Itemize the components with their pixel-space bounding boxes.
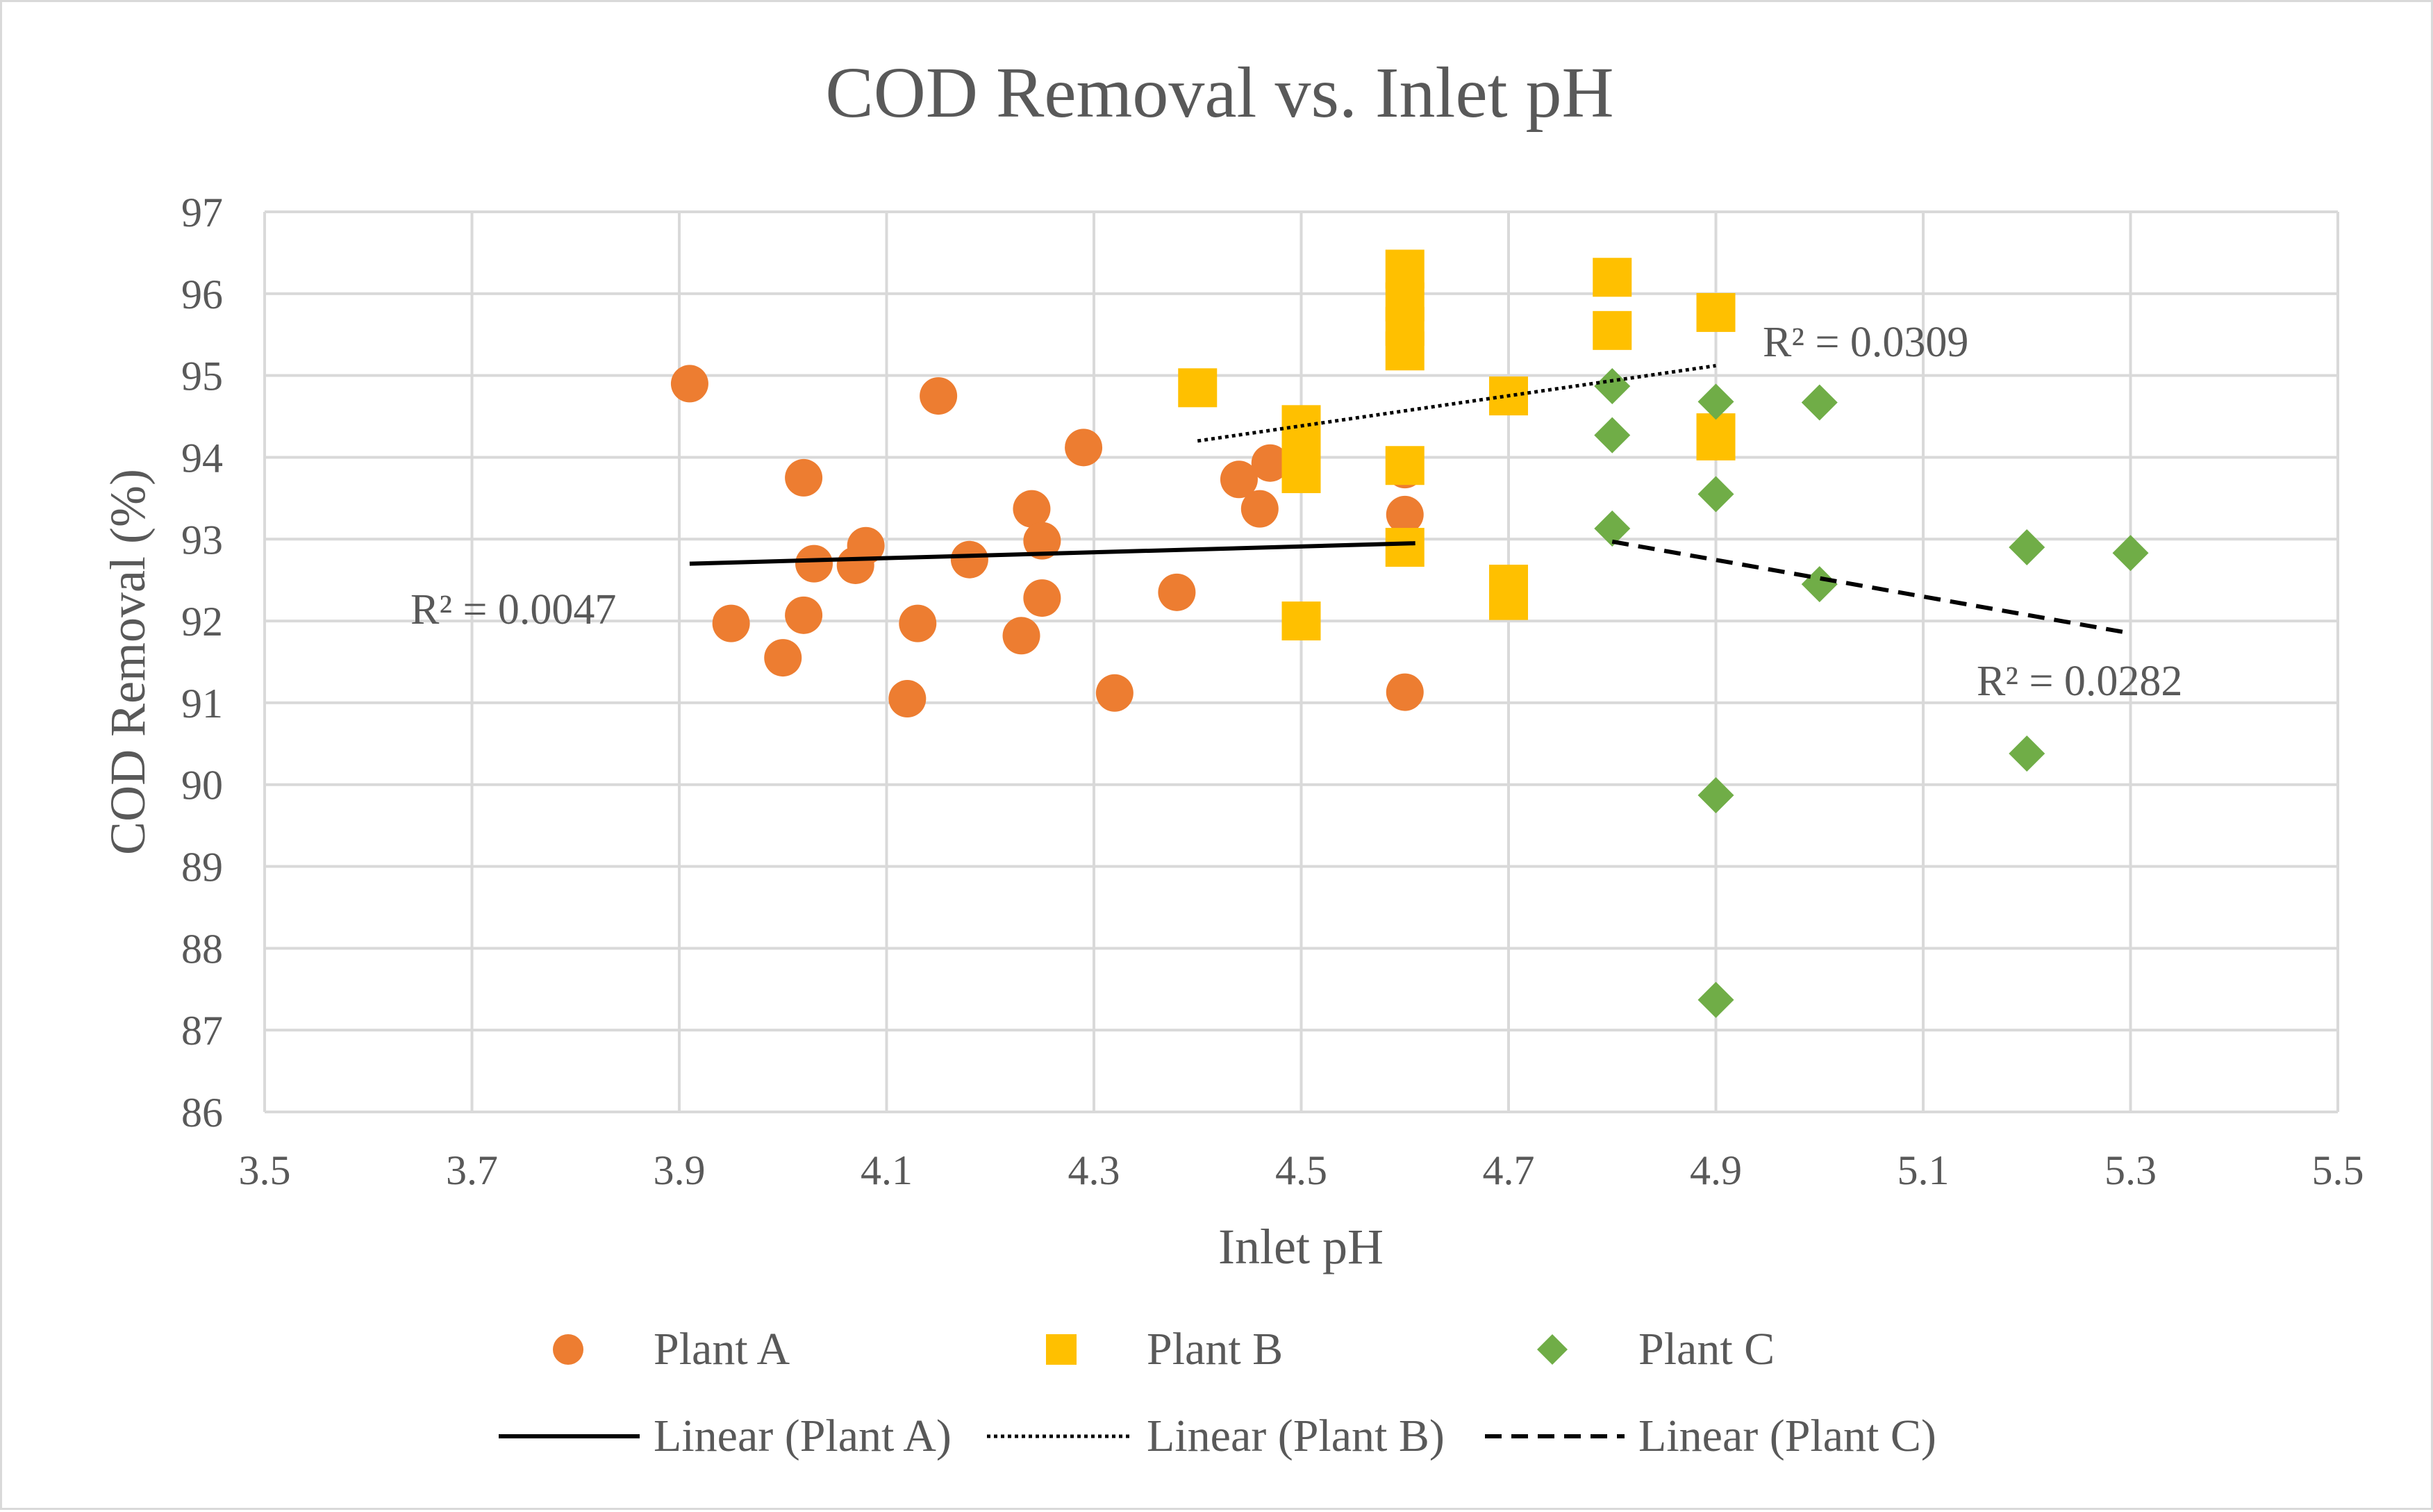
data-point (1023, 579, 1061, 617)
data-point (899, 604, 937, 642)
y-tick-label: 89 (181, 845, 223, 890)
r-squared-label: R² = 0.0047 (410, 586, 616, 633)
x-tick-label: 3.7 (446, 1147, 498, 1193)
data-point (764, 639, 802, 677)
r-squared-label: R² = 0.0309 (1763, 319, 1968, 366)
series-plant-b (1178, 249, 1736, 641)
legend-label: Linear (Plant C) (1638, 1411, 1936, 1461)
y-tick-label: 95 (181, 354, 223, 399)
data-point (1385, 331, 1425, 371)
y-tick-label: 97 (181, 190, 223, 235)
data-point (1220, 460, 1258, 499)
data-point (1240, 490, 1279, 528)
y-tick-label: 93 (181, 517, 223, 563)
x-tick-label: 5.1 (1898, 1147, 1950, 1193)
data-point (950, 540, 988, 579)
data-point (1697, 981, 1734, 1018)
data-point (785, 458, 823, 497)
legend-marker (553, 1334, 583, 1365)
data-point (1386, 673, 1424, 711)
data-point (1697, 777, 1734, 814)
r-squared-label: R² = 0.0282 (1977, 658, 2182, 705)
x-tick-label: 5.3 (2104, 1147, 2157, 1193)
legend-label: Plant B (1147, 1324, 1283, 1374)
data-point (1281, 601, 1321, 641)
data-point (1696, 292, 1736, 332)
data-point (847, 526, 885, 565)
legend-label: Linear (Plant A) (654, 1411, 952, 1461)
chart-title: COD Removal vs. Inlet pH (825, 53, 1613, 133)
legend-label: Linear (Plant B) (1147, 1411, 1445, 1461)
data-point (2009, 735, 2045, 772)
y-tick-label: 87 (181, 1008, 223, 1054)
data-point (1158, 573, 1196, 611)
x-tick-label: 3.9 (654, 1147, 706, 1193)
trendline (1611, 539, 2132, 635)
data-point (1593, 258, 1632, 297)
data-point (1095, 674, 1134, 712)
x-tick-label: 4.5 (1275, 1147, 1327, 1193)
trendline (689, 541, 1415, 566)
y-tick-label: 91 (181, 681, 223, 726)
data-point (2009, 529, 2045, 566)
data-point (1594, 367, 1631, 404)
y-tick-label: 94 (181, 435, 223, 481)
data-point (785, 596, 823, 634)
y-tick-label: 88 (181, 926, 223, 972)
data-point (1023, 522, 1061, 560)
legend-item: Linear (Plant B) (987, 1411, 1445, 1461)
data-point (1251, 444, 1289, 482)
y-tick-label: 90 (181, 763, 223, 808)
data-point (670, 365, 708, 403)
data-point (1386, 495, 1424, 533)
y-tick-label: 96 (181, 272, 223, 317)
x-tick-label: 5.5 (2312, 1147, 2364, 1193)
x-axis-title: Inlet pH (1218, 1219, 1384, 1274)
data-point (1385, 249, 1425, 289)
x-tick-label: 4.9 (1690, 1147, 1742, 1193)
data-point (795, 545, 833, 583)
data-point (1593, 310, 1632, 350)
data-point (1065, 429, 1103, 467)
y-tick-label: 92 (181, 599, 223, 645)
data-point (1801, 566, 1838, 603)
data-point (1696, 421, 1736, 460)
data-point (1697, 476, 1734, 513)
data-point (1697, 383, 1734, 420)
trendline (1197, 364, 1716, 443)
legend-label: Plant A (654, 1324, 790, 1374)
x-tick-label: 4.1 (861, 1147, 913, 1193)
data-point (1594, 417, 1631, 454)
x-tick-label: 4.3 (1068, 1147, 1120, 1193)
data-point (1281, 454, 1321, 494)
data-point (1178, 368, 1218, 408)
x-tick-label: 3.5 (239, 1147, 291, 1193)
legend-item: Plant B (1046, 1324, 1283, 1374)
legend-item: Plant A (553, 1324, 790, 1374)
legend-label: Plant C (1638, 1324, 1775, 1374)
series-plant-c (1594, 367, 2149, 1018)
data-point (712, 604, 750, 642)
data-point (1489, 581, 1528, 620)
x-tick-label: 4.7 (1483, 1147, 1535, 1193)
legend-item: Linear (Plant A) (499, 1411, 952, 1461)
data-point (888, 680, 927, 718)
legend: Plant A Plant B Plant C Linear (Plant A) Lin… (499, 1324, 1936, 1461)
data-point (1013, 490, 1051, 528)
data-point (1385, 446, 1425, 485)
legend-item: Plant C (1537, 1324, 1775, 1374)
data-point (1801, 384, 1838, 421)
data-point (2112, 535, 2149, 572)
y-tick-label: 86 (181, 1090, 223, 1136)
legend-marker (1537, 1334, 1568, 1365)
data-point (1002, 617, 1040, 655)
legend-item: Linear (Plant C) (1485, 1411, 1936, 1461)
data-point (920, 377, 958, 415)
legend-marker (1046, 1334, 1077, 1365)
y-axis-title: COD Removal (%) (100, 469, 156, 855)
data-point (1594, 510, 1631, 547)
data-point (1385, 528, 1425, 567)
